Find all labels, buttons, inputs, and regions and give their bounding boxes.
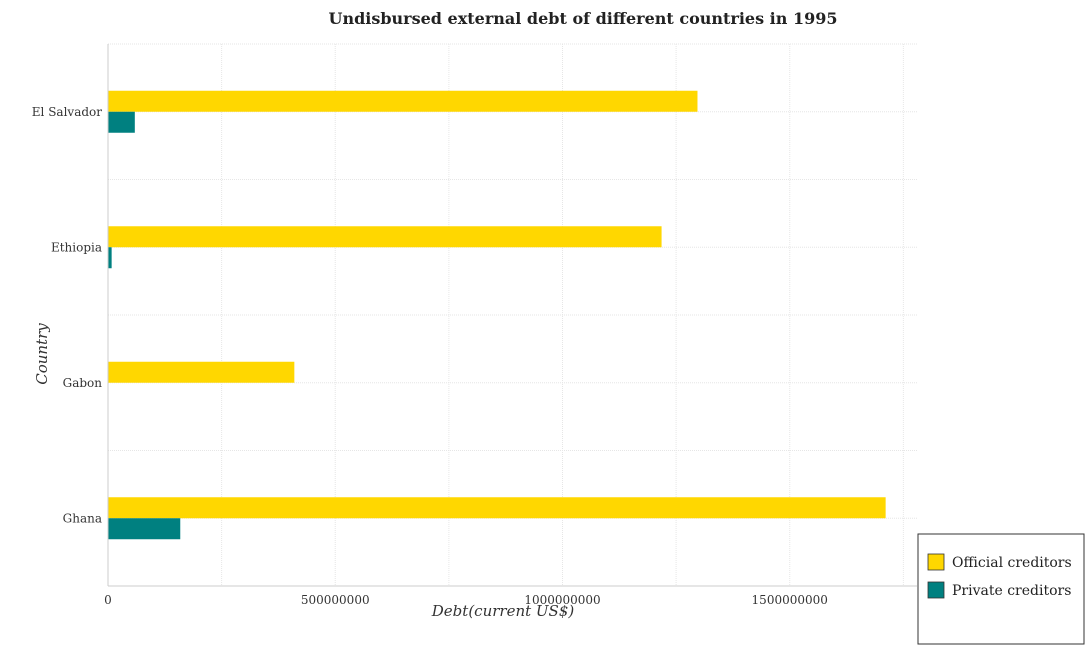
bar-official-ghana bbox=[108, 497, 886, 519]
x-tick-label: 500000000 bbox=[301, 593, 370, 607]
x-tick-label: 0 bbox=[104, 593, 112, 607]
legend-swatch bbox=[927, 553, 945, 571]
bar-official-gabon bbox=[108, 361, 295, 383]
legend-box bbox=[917, 533, 1085, 645]
bars bbox=[108, 90, 886, 540]
x-axis-title: Debt(current US$) bbox=[431, 602, 575, 620]
axes: El Salvador Ethiopia Gabon Ghana 0 500000000 1… bbox=[32, 44, 917, 607]
y-tick-label: Ethiopia bbox=[51, 240, 102, 254]
bar-official-el-salvador bbox=[108, 90, 698, 112]
y-tick-label: Ghana bbox=[63, 511, 102, 525]
y-tick-label: Gabon bbox=[63, 376, 103, 390]
legend-swatch bbox=[927, 581, 945, 599]
bar-private-ghana bbox=[108, 518, 181, 540]
legend-label: Official creditors bbox=[952, 555, 1072, 571]
y-tick-label: El Salvador bbox=[32, 105, 102, 119]
y-axis-title: Country bbox=[33, 323, 51, 385]
legend: Official creditors Private creditors bbox=[917, 533, 1085, 645]
chart-title: Undisbursed external debt of different c… bbox=[329, 9, 838, 28]
bar-official-ethiopia bbox=[108, 226, 662, 248]
x-tick-label: 1000000000 bbox=[524, 593, 600, 607]
bar-private-ethiopia bbox=[108, 247, 112, 269]
x-tick-label: 1500000000 bbox=[752, 593, 828, 607]
legend-label: Private creditors bbox=[952, 583, 1071, 599]
bar-private-el-salvador bbox=[108, 111, 135, 133]
